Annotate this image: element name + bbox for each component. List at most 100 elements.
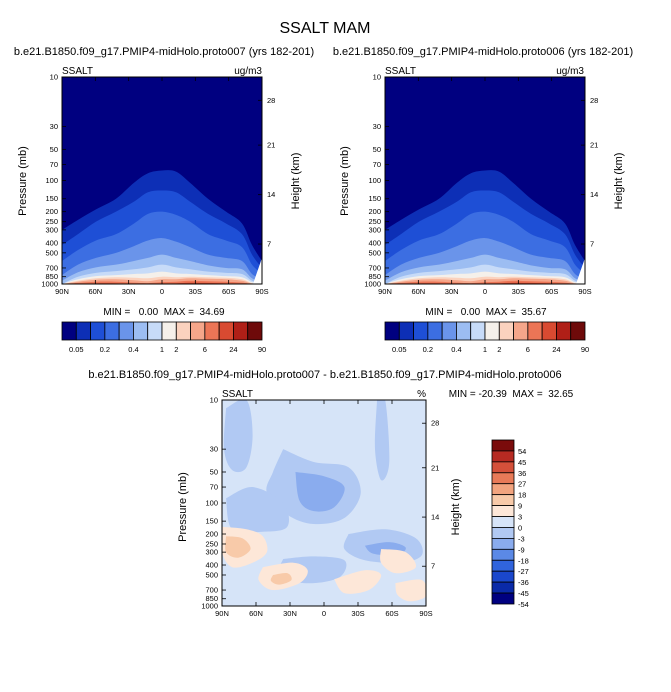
colorbar-swatch [491, 516, 515, 528]
colorbar-swatch [456, 321, 472, 341]
colorbar-swatch [104, 321, 120, 341]
difference-title: b.e21.B1850.f09_g17.PMIP4-midHolo.proto0… [88, 369, 561, 381]
y-tick-label: 70 [373, 160, 381, 169]
colorbar-swatch [398, 321, 414, 341]
y-tick-label: 250 [368, 217, 381, 226]
colorbar-swatch [491, 581, 515, 594]
colorbar-swatch [484, 321, 500, 341]
positive-region-right [380, 549, 417, 574]
height-tick-label: 28 [267, 96, 275, 105]
y-tick-label: 500 [205, 570, 218, 579]
y-tick-label: 200 [205, 530, 218, 539]
x-tick-label: 0 [322, 609, 326, 618]
y-tick-label: 10 [50, 73, 58, 82]
colorbar-swatch [147, 321, 163, 341]
height-tick-label: 14 [431, 513, 439, 522]
colorbar-label: 0.2 [423, 345, 433, 354]
height-tick-label: 7 [590, 240, 594, 249]
colorbar-swatch [133, 321, 149, 341]
colorbar-label: 54 [518, 447, 526, 456]
y-tick-label: 10 [373, 73, 381, 82]
y-tick-label: 50 [50, 145, 58, 154]
panel-1-colorbar: 0.05 0.2 0.4 1 2 6 24 90 [61, 321, 266, 354]
colorbar-label: 1 [483, 345, 487, 354]
colorbar-swatch [190, 321, 206, 341]
colorbar-swatch [541, 321, 557, 341]
colorbar-label: 2 [174, 345, 178, 354]
y-tick-label: 100 [45, 176, 58, 185]
y-tick-label: 1000 [201, 602, 218, 611]
height-tick-label: 7 [267, 240, 271, 249]
positive-core-left [225, 536, 251, 558]
colorbar-label: 27 [518, 480, 526, 489]
panel-1: b.e21.B1850.f09_g17.PMIP4-midHolo.proto0… [14, 46, 314, 354]
y-tick-label: 400 [368, 238, 381, 247]
y-tick-label: 500 [368, 248, 381, 257]
y-tick-label: 700 [205, 586, 218, 595]
x-tick-label: 30S [189, 287, 202, 296]
negative-region-top-right [374, 400, 390, 481]
x-tick-label: 0 [160, 287, 164, 296]
colorbar-label: 90 [258, 345, 266, 354]
colorbar-label: 2 [497, 345, 501, 354]
colorbar-swatch [218, 321, 234, 341]
colorbar-label: 24 [229, 345, 237, 354]
y-tick-label: 1000 [41, 280, 58, 289]
colorbar-label: 0.2 [100, 345, 110, 354]
y-tick-label: 50 [210, 467, 218, 476]
colorbar-swatch [61, 321, 77, 341]
x-tick-label: 90N [215, 609, 229, 618]
colorbar-swatch [441, 321, 457, 341]
y-tick-label: 300 [205, 548, 218, 557]
colorbar-swatch [247, 321, 263, 341]
panel-2-variable-label: SSALT [385, 66, 416, 77]
y-tick-label: 10 [210, 396, 218, 405]
colorbar-swatch [175, 321, 191, 341]
height-tick-label: 21 [267, 141, 275, 150]
panel-difference: b.e21.B1850.f09_g17.PMIP4-midHolo.proto0… [88, 369, 573, 618]
y-tick-label: 850 [45, 272, 58, 281]
colorbar-label: -45 [518, 589, 529, 598]
panel-1-y-axis-label: Pressure (mb) [17, 146, 29, 216]
figure-title: SSALT MAM [280, 20, 371, 37]
panel-1-plot-area: 90N 60N 30N 0 30S 60S 90S 10 30 50 70 100 150 2002503… [41, 73, 275, 297]
x-tick-label: 60S [222, 287, 235, 296]
colorbar-swatch [491, 559, 515, 572]
colorbar-label: 0.4 [128, 345, 138, 354]
y-tick-label: 200 [368, 207, 381, 216]
colorbar-label: -3 [518, 534, 525, 543]
colorbar-label: -36 [518, 578, 529, 587]
positive-region-lower-center [334, 570, 382, 594]
x-tick-label: 90N [378, 287, 392, 296]
colorbar-swatch [470, 321, 486, 341]
colorbar-label: -18 [518, 556, 529, 565]
x-tick-label: 90S [419, 609, 432, 618]
panel-2-colorbar: 0.05 0.2 0.4 1 2 6 24 90 [384, 321, 589, 354]
negative-core-center [295, 471, 345, 512]
y-tick-label: 100 [368, 176, 381, 185]
y-tick-label: 200 [45, 207, 58, 216]
x-tick-label: 60N [249, 609, 263, 618]
colorbar-swatch [527, 321, 543, 341]
colorbar-label: -54 [518, 600, 529, 609]
colorbar-label: 3 [518, 513, 522, 522]
panel-1-right-axis-label: Height (km) [290, 153, 302, 210]
contour-field [62, 77, 262, 284]
height-tick-label: 28 [431, 419, 439, 428]
y-tick-label: 700 [368, 263, 381, 272]
x-tick-label: 90S [255, 287, 268, 296]
colorbar-swatch [491, 472, 515, 485]
y-tick-label: 30 [210, 445, 218, 454]
height-tick-label: 14 [267, 190, 275, 199]
panel-2-y-axis-label: Pressure (mb) [339, 146, 351, 216]
colorbar-label: 0.4 [451, 345, 461, 354]
colorbar-label: 1 [160, 345, 164, 354]
colorbar-label: 0 [518, 523, 522, 532]
colorbar-label: 0.05 [69, 345, 84, 354]
colorbar-swatch [204, 321, 220, 341]
panel-2-stats: MIN = 0.00 MAX = 35.67 [425, 307, 547, 318]
colorbar-swatch [491, 494, 515, 506]
panel-1-title: b.e21.B1850.f09_g17.PMIP4-midHolo.proto0… [14, 46, 314, 58]
colorbar-swatch [556, 321, 572, 341]
